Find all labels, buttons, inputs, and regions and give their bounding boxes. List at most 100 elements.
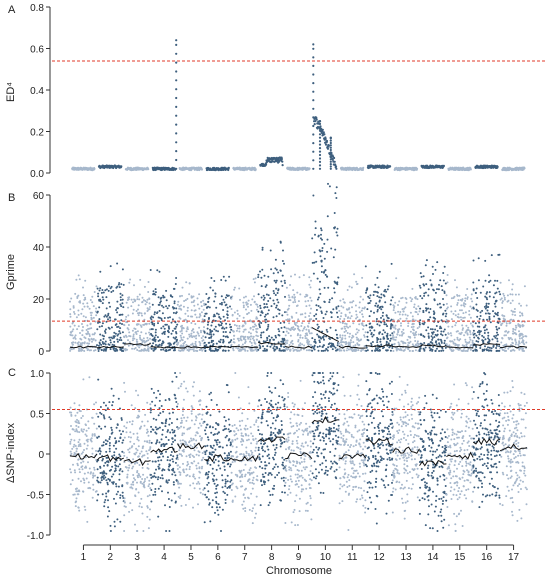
data-point [334, 248, 337, 251]
data-point [202, 299, 205, 302]
data-point [164, 349, 167, 352]
data-point [105, 492, 108, 495]
data-point [174, 474, 177, 477]
data-point [176, 323, 179, 326]
data-point [108, 436, 111, 438]
data-point [126, 476, 129, 478]
data-point [344, 322, 347, 325]
data-point [335, 307, 338, 310]
data-point [151, 338, 154, 341]
data-point [308, 304, 311, 307]
data-point [414, 319, 417, 322]
data-point [69, 349, 72, 352]
data-point [328, 301, 331, 304]
data-point [378, 349, 381, 352]
data-point [421, 297, 424, 300]
data-point [160, 405, 163, 407]
data-point [336, 316, 339, 318]
data-point [331, 348, 334, 351]
data-point [98, 318, 101, 321]
data-point [97, 435, 100, 438]
data-point [74, 334, 77, 337]
data-point [85, 447, 88, 450]
data-point [431, 332, 434, 335]
data-point [109, 418, 112, 421]
data-point [255, 317, 258, 320]
data-point [238, 287, 241, 290]
data-point [483, 332, 486, 334]
data-point [339, 334, 342, 337]
data-point [360, 309, 363, 312]
data-point [266, 306, 269, 309]
data-point [204, 303, 207, 306]
data-point [73, 454, 76, 456]
data-point [481, 339, 484, 342]
data-point [440, 327, 443, 330]
data-point [484, 279, 487, 282]
data-point [140, 312, 143, 315]
data-point [344, 343, 347, 346]
data-point [484, 307, 487, 310]
data-point [293, 297, 296, 299]
data-point [343, 318, 346, 320]
data-point [115, 493, 118, 496]
data-point [299, 293, 302, 296]
data-point [456, 336, 459, 339]
data-point [161, 477, 164, 480]
data-point [142, 473, 145, 476]
data-point [349, 339, 352, 342]
data-point [354, 333, 357, 336]
data-point [295, 311, 298, 314]
data-point [263, 274, 266, 277]
data-point [162, 455, 165, 458]
data-point [139, 334, 141, 337]
data-point [95, 459, 98, 461]
data-point [340, 315, 342, 318]
data-point [299, 342, 302, 345]
data-point [81, 308, 84, 311]
data-point [503, 294, 506, 297]
data-point [488, 338, 491, 341]
data-point [150, 489, 153, 491]
data-point [230, 343, 233, 346]
data-point [350, 336, 353, 339]
data-point [140, 325, 143, 328]
data-point [488, 346, 491, 349]
data-point [125, 431, 128, 434]
data-point [299, 313, 302, 316]
data-point [80, 480, 82, 483]
data-point [148, 328, 151, 331]
data-point [256, 335, 259, 338]
data-point [186, 321, 189, 324]
data-point [166, 456, 169, 459]
data-point [365, 349, 368, 352]
data-point [210, 349, 212, 352]
data-point [393, 331, 396, 334]
data-point [91, 333, 94, 336]
data-point [74, 337, 77, 340]
data-point [280, 280, 283, 283]
data-point [238, 344, 240, 346]
data-point [188, 293, 191, 296]
data-point [134, 494, 137, 497]
data-point [154, 340, 157, 343]
data-point [349, 341, 352, 344]
data-point [361, 322, 364, 325]
data-point [348, 311, 351, 314]
peak-point [318, 160, 322, 163]
peak-point [175, 150, 178, 153]
peak-point [175, 52, 178, 55]
data-point [109, 287, 112, 290]
data-point [275, 315, 278, 318]
data-point [365, 346, 368, 349]
data-point [512, 327, 515, 330]
data-point [383, 295, 386, 298]
data-point [376, 341, 379, 344]
data-point [139, 502, 141, 505]
data-point [96, 310, 99, 313]
data-point [442, 279, 445, 282]
data-point [198, 451, 201, 454]
data-point [75, 316, 78, 319]
data-point [288, 296, 291, 299]
